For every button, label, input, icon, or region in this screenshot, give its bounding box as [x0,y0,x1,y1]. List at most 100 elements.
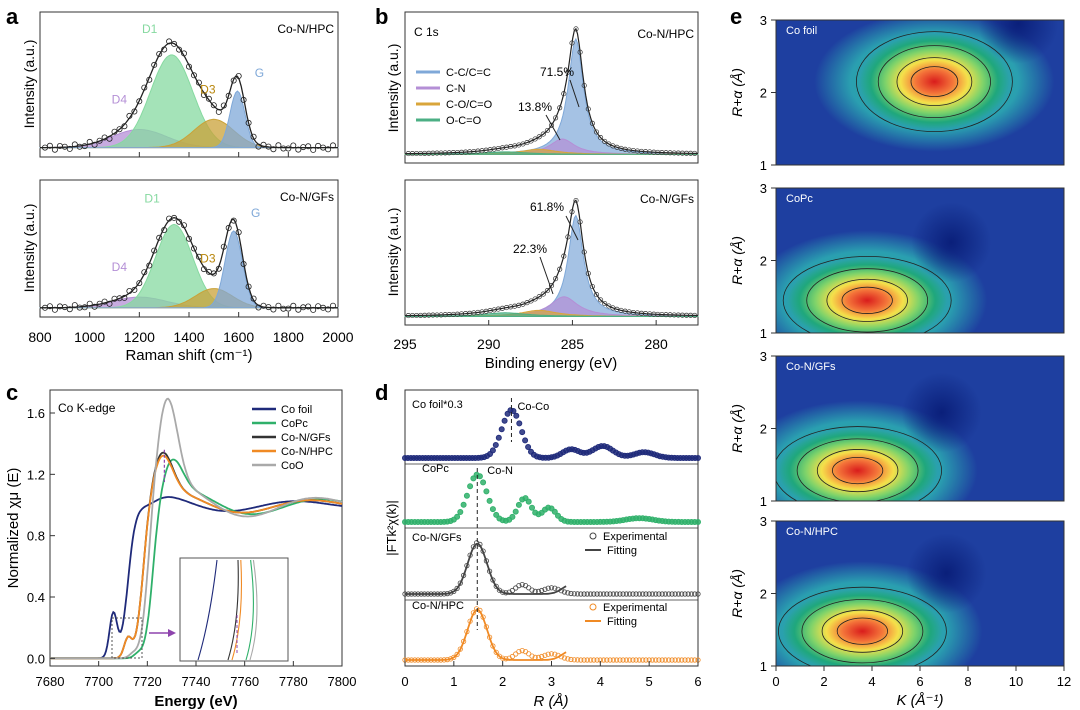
ft-data-point [568,656,574,663]
ft-data-point [623,657,630,663]
panel-c-xlabel: Energy (eV) [154,693,237,710]
panel-a-bottom-plot: D4 D1 D3 G [39,191,339,313]
ft-data-point [604,591,610,597]
ft-data-point [620,591,626,597]
ft-data-point [539,587,545,594]
data-point [66,145,73,152]
data-point [265,143,272,150]
ft-data-point [682,657,688,663]
ft-data-point [545,585,551,591]
data-point [190,245,197,252]
ft-data-point [515,501,522,508]
data-point [285,305,292,312]
ft-data-point [666,591,672,597]
data-point [126,112,133,119]
data-point [536,294,542,300]
data-point [329,302,336,309]
ft-data-point [640,591,646,597]
data-point [66,306,73,313]
data-point [86,138,93,145]
panel-c-legend: Co foil CoPc Co-N/GFs Co-N/HPC CoO [252,404,333,472]
data-point [156,234,163,241]
contour-line [801,599,924,664]
data-point [305,143,312,150]
data-point [548,283,555,289]
data-point [176,218,183,225]
panel-a-xlabel: Raman shift (cm⁻¹) [125,347,252,364]
ft-data-point [519,581,525,588]
x-tick-label: 2 [820,674,827,689]
panel-d-xticks: 0 1 2 3 4 5 6 [401,661,702,689]
data-point [91,141,98,148]
data-point [156,51,163,58]
ft-data-point [454,513,461,520]
data-point [544,127,550,134]
ft-data-point [662,591,669,597]
inset-curve [249,559,258,661]
pct-arrow [545,114,561,141]
data-point [161,226,168,233]
data-point [606,303,612,309]
ft-data-point [493,649,499,655]
ft-data-point [630,591,636,597]
data-point [561,91,567,97]
y-tick-label: 0.0 [27,651,45,666]
data-point [136,280,143,287]
row-label-co-foil-0-3: Co foil*0.3 [412,399,463,411]
ft-data-point [454,651,460,658]
y-tick-label: 1 [760,494,767,509]
ft-data-point [656,591,662,597]
legend-label: C-N [446,83,466,95]
legend-label: Co-N/GFs [281,432,331,444]
ft-data-point [600,591,607,597]
ft-data-point [568,590,574,597]
y-tick-label: 1.6 [27,406,45,421]
ft-data-point [457,508,464,515]
panel-b-bottom-plot [404,197,699,319]
ft-data-point [551,508,558,515]
panel-c-ylabel: Normalized χμ (E) [5,468,22,589]
data-point [121,294,128,301]
ft-data-point [542,586,548,592]
data-point [553,276,559,282]
panel-c: Co K-edge Co foil CoPc Co-N/GFs Co-N/HPC CoO… [5,389,356,710]
ft-data-point [519,429,526,436]
contour-line [856,31,1013,133]
x-tick-label: 1600 [223,329,254,345]
ft-data-point [649,591,656,597]
row-label-co-n-gfs: Co-N/GFs [412,532,462,544]
ft-data-point [617,591,623,597]
y-tick-label: 3 [760,181,767,196]
ft-data-point [636,657,643,663]
x-tick-label: 280 [644,336,668,352]
panel-a: D4 D1 D3 G D4 D1 D3 G Co-N/HPC Co-N/GFs Intens… [21,11,354,364]
ft-data-point [495,434,502,441]
ft-data-point [548,651,555,657]
x-tick-label: 8 [964,674,971,689]
x-tick-label: 1800 [273,329,304,345]
panel-c-title: Co K-edge [58,401,116,415]
ft-data-point [501,417,508,424]
data-point [589,120,595,126]
data-point [593,129,600,135]
ft-data-point [460,501,467,508]
peak-label-d1: D1 [144,191,160,205]
panel-b-top-ylabel: Intensity (a.u.) [385,44,401,133]
data-point [290,302,297,309]
data-point [557,105,563,111]
data-point [151,61,158,68]
ft-data-point [574,591,581,597]
data-point [91,303,98,310]
ft-data-point [571,657,577,663]
y-tick-label: 2 [760,587,767,602]
ft-data-point [578,657,584,663]
fit-envelope [405,199,698,317]
contour-line [836,617,889,645]
inset-arrow-head [168,629,176,637]
panel-a-top-sample-label: Co-N/HPC [277,22,334,36]
ft-data-point [552,651,558,657]
ft-data-point [685,657,691,663]
data-point [532,296,538,302]
data-point [295,306,302,313]
